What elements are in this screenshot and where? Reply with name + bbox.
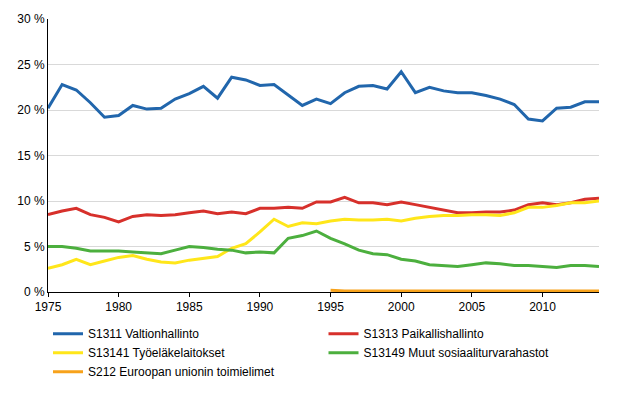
- svg-text:25 %: 25 %: [17, 58, 45, 72]
- svg-text:S1311 Valtionhallinto: S1311 Valtionhallinto: [88, 327, 199, 341]
- svg-text:1990: 1990: [247, 300, 274, 314]
- svg-text:2000: 2000: [388, 300, 415, 314]
- svg-text:1975: 1975: [35, 300, 62, 314]
- svg-text:S212 Euroopan unionin toimieli: S212 Euroopan unionin toimielimet: [88, 365, 275, 379]
- svg-text:1980: 1980: [105, 300, 132, 314]
- svg-text:15 %: 15 %: [17, 149, 45, 163]
- svg-text:5 %: 5 %: [24, 240, 45, 254]
- svg-text:S1313 Paikallishallinto: S1313 Paikallishallinto: [364, 327, 484, 341]
- svg-text:1985: 1985: [176, 300, 203, 314]
- svg-text:S13149 Muut sosiaaliturvarahas: S13149 Muut sosiaaliturvarahastot: [364, 346, 549, 360]
- svg-text:2005: 2005: [458, 300, 485, 314]
- svg-text:20 %: 20 %: [17, 103, 45, 117]
- svg-text:0 %: 0 %: [24, 285, 45, 299]
- svg-text:10 %: 10 %: [17, 194, 45, 208]
- svg-text:1995: 1995: [317, 300, 344, 314]
- svg-text:2010: 2010: [529, 300, 556, 314]
- svg-text:S13141 Työeläkelaitokset: S13141 Työeläkelaitokset: [88, 346, 225, 360]
- svg-text:30 %: 30 %: [17, 12, 45, 26]
